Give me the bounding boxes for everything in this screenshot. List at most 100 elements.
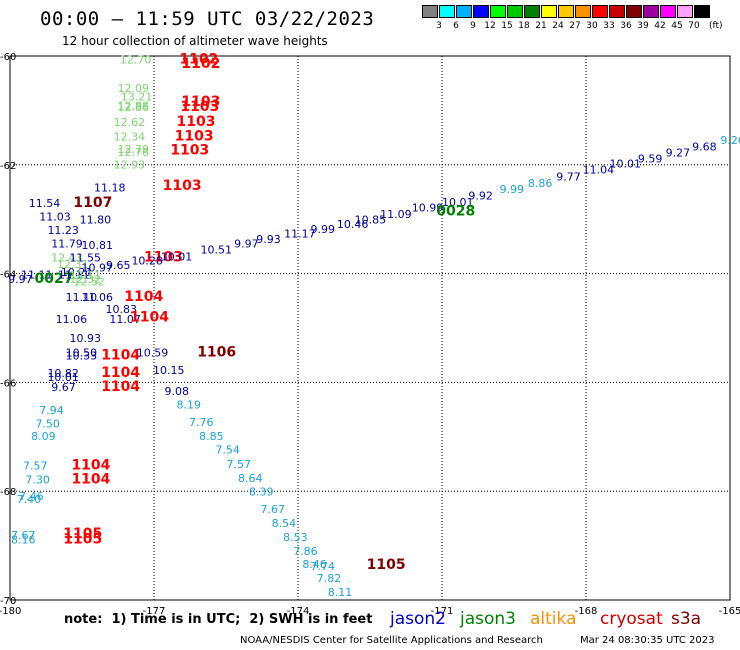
legend-cryosat: cryosat bbox=[600, 609, 663, 629]
wave-height-colorbar: (ft) 3 6 9 12 15 18 21 24 27 30 33 36 39 42 45 70 bbox=[422, 5, 729, 35]
orbit-time-label: 1104 bbox=[101, 379, 140, 395]
wave-height-label: 10.51 bbox=[201, 243, 233, 256]
wave-height-label: 7.57 bbox=[226, 458, 251, 471]
page-title: 00:00 — 11:59 UTC 03/22/2023 bbox=[40, 8, 375, 30]
wave-height-label: 8.16 bbox=[11, 533, 36, 546]
colorbar-swatch bbox=[439, 5, 455, 18]
latitude-tick-label: -62 bbox=[0, 161, 16, 172]
colorbar-tick-label: 30 bbox=[586, 21, 598, 31]
orbit-time-label: 1104 bbox=[130, 309, 169, 325]
wave-height-label: 8.53 bbox=[283, 531, 308, 544]
wave-height-label: 9.93 bbox=[256, 233, 281, 246]
longitude-tick-label: -171 bbox=[431, 606, 454, 617]
colorbar-tick-label: 21 bbox=[535, 21, 547, 31]
colorbar-tick-label: 15 bbox=[501, 21, 513, 31]
wave-height-label: 8.54 bbox=[272, 517, 297, 530]
wave-height-label: 10.85 bbox=[355, 214, 387, 227]
longitude-tick-label: -174 bbox=[287, 606, 310, 617]
orbit-time-label: 1102 bbox=[179, 52, 218, 68]
wave-height-label: 9.67 bbox=[51, 381, 76, 394]
wave-height-label: 10.93 bbox=[70, 332, 102, 345]
orbit-time-label: 1104 bbox=[71, 472, 110, 488]
generated-timestamp: Mar 24 08:30:35 UTC 2023 bbox=[580, 635, 715, 646]
wave-height-label: 7.67 bbox=[11, 529, 36, 542]
legend-s3a: s3a bbox=[671, 609, 702, 629]
wave-height-label: 11.17 bbox=[284, 228, 316, 241]
wave-height-label: 10.99 bbox=[412, 202, 444, 215]
colorbar-swatch bbox=[694, 5, 710, 18]
wave-height-label: 7.54 bbox=[215, 444, 240, 457]
colorbar-tick-label: 42 bbox=[654, 21, 666, 31]
wave-height-label: 12.93 bbox=[114, 159, 145, 172]
colorbar-tick-label: 45 bbox=[671, 21, 683, 31]
wave-height-label: 10.59 bbox=[137, 346, 169, 359]
orbit-time-label: 1103 bbox=[144, 250, 183, 266]
wave-height-label: 11.04 bbox=[583, 164, 615, 177]
wave-height-label: 11.03 bbox=[39, 210, 71, 223]
wave-height-label: 8.85 bbox=[199, 430, 224, 443]
wave-height-label: 12.70 bbox=[120, 54, 152, 67]
wave-height-label: 9.97 bbox=[234, 237, 259, 250]
page-subtitle: 12 hour collection of altimeter wave hei… bbox=[62, 34, 328, 48]
colorbar-tick-label: 24 bbox=[552, 21, 564, 31]
wave-height-label: 9.99 bbox=[500, 183, 524, 196]
wave-height-label: 7.76 bbox=[189, 416, 214, 429]
map-frame bbox=[9, 55, 731, 601]
wave-height-label: 7.50 bbox=[35, 418, 60, 431]
wave-height-label: 12.11 bbox=[70, 269, 102, 282]
orbit-time-label: 1103 bbox=[175, 128, 214, 144]
colorbar-tick-label: 18 bbox=[518, 21, 530, 31]
latitude-tick-label: -70 bbox=[0, 596, 16, 607]
colorbar-unit: (ft) bbox=[709, 21, 723, 31]
orbit-time-label: 1104 bbox=[101, 365, 140, 381]
longitude-tick-label: -168 bbox=[575, 606, 598, 617]
colorbar-swatch bbox=[609, 5, 625, 18]
credit-text: NOAA/NESDIS Center for Satellite Applica… bbox=[240, 635, 543, 646]
wave-height-label: 12.88 bbox=[118, 99, 149, 112]
wave-height-label: 12.79 bbox=[118, 143, 149, 156]
wave-height-label: 10.15 bbox=[153, 364, 185, 377]
wave-height-label: 7.82 bbox=[317, 572, 342, 585]
wave-height-label: 8.39 bbox=[249, 486, 273, 499]
wave-height-label: 13.21 bbox=[121, 91, 153, 104]
latitude-tick-label: -64 bbox=[0, 270, 16, 281]
colorbar-swatch bbox=[422, 5, 438, 18]
wave-height-label: 8.46 bbox=[302, 558, 327, 571]
wave-height-label: 11.09 bbox=[380, 208, 412, 221]
colorbar-swatch bbox=[473, 5, 489, 18]
wave-height-label: 11.55 bbox=[70, 252, 102, 265]
wave-height-label: 11.06 bbox=[82, 291, 114, 304]
colorbar-swatch bbox=[507, 5, 523, 18]
colorbar-swatch bbox=[660, 5, 676, 18]
wave-height-label: 7.86 bbox=[293, 545, 318, 558]
wave-height-label: 8.11 bbox=[328, 586, 353, 599]
orbit-time-label: 1105 bbox=[367, 557, 406, 573]
colorbar-tick-label: 9 bbox=[470, 21, 476, 31]
wave-height-label: 8.09 bbox=[31, 430, 56, 443]
wave-height-label: 7.67 bbox=[261, 503, 286, 516]
latitude-tick-label: -68 bbox=[0, 487, 16, 498]
colorbar-swatch bbox=[643, 5, 659, 18]
wave-height-label: 11.07 bbox=[109, 313, 141, 326]
wave-height-label: 11.18 bbox=[94, 181, 126, 194]
longitude-tick-label: -177 bbox=[143, 606, 166, 617]
wave-height-label: 10.81 bbox=[82, 239, 114, 252]
wave-height-label: 10.33 bbox=[66, 350, 98, 363]
wave-height-label: 10.97 bbox=[82, 261, 114, 274]
orbit-time-label: 1105 bbox=[63, 526, 102, 542]
colorbar-swatch bbox=[541, 5, 557, 18]
wave-height-label: 10.82 bbox=[47, 367, 79, 380]
wave-height-label: 11.10 bbox=[66, 291, 98, 304]
colorbar-swatch bbox=[575, 5, 591, 18]
wave-height-label: 9.65 bbox=[106, 259, 131, 272]
wave-height-label: 9.99 bbox=[310, 223, 335, 236]
wave-height-label: 11.23 bbox=[47, 224, 79, 237]
wave-height-label: 12.34 bbox=[114, 130, 145, 143]
latitude-tick-label: -66 bbox=[0, 378, 16, 389]
legend-jason2: jason2 bbox=[390, 609, 446, 629]
colorbar-swatch bbox=[626, 5, 642, 18]
wave-height-label: 11.06 bbox=[56, 313, 88, 326]
wave-height-label: 12.76 bbox=[118, 146, 149, 159]
legend-jason3: jason3 bbox=[460, 609, 516, 629]
